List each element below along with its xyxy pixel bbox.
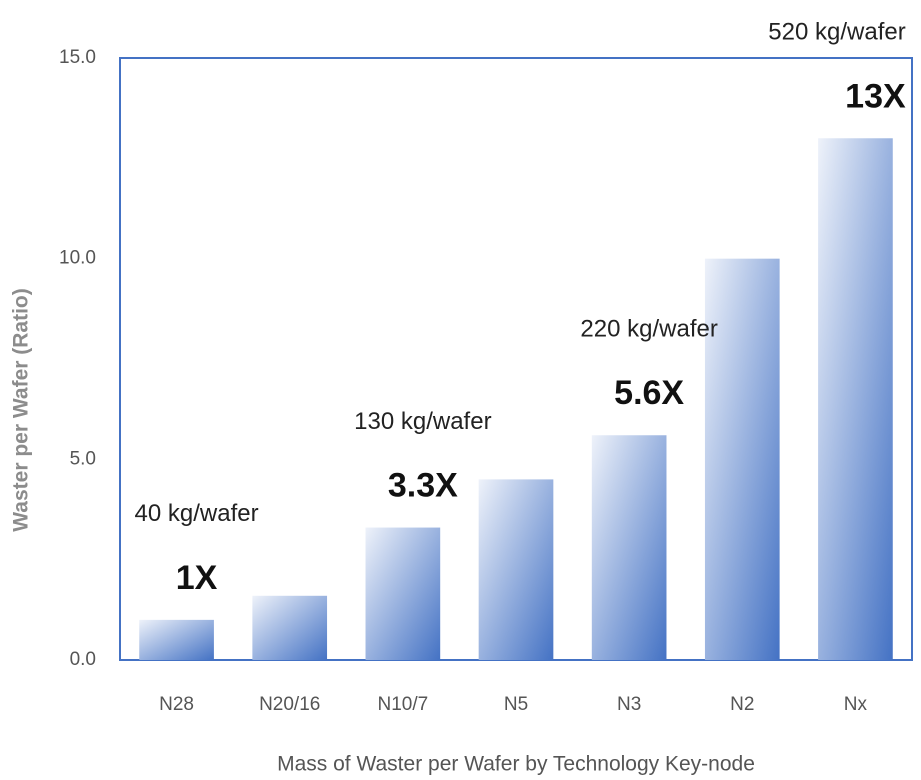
x-axis-label: Mass of Waster per Wafer by Technology K…	[277, 753, 755, 776]
data-label: 13X	[845, 77, 906, 115]
bar	[478, 479, 554, 660]
y-axis-label: Waster per Wafer (Ratio)	[10, 288, 33, 531]
bar	[818, 138, 893, 660]
x-tick-label: Nx	[844, 694, 868, 715]
x-tick-label: N3	[617, 694, 641, 715]
data-label: 3.3X	[388, 467, 458, 505]
bar	[252, 595, 328, 660]
x-tick-label: N5	[504, 694, 528, 715]
bar	[139, 619, 214, 660]
y-tick-label: 15.0	[59, 47, 96, 68]
y-tick-label: 10.0	[59, 248, 96, 269]
annotation: 40 kg/wafer	[135, 500, 259, 527]
annotation: 130 kg/wafer	[354, 408, 491, 435]
annotation: 220 kg/wafer	[580, 316, 717, 343]
y-tick-label: 5.0	[70, 448, 96, 469]
annotation: 520 kg/wafer	[768, 19, 905, 46]
y-tick-label: 0.0	[70, 649, 96, 670]
data-label: 5.6X	[614, 374, 684, 412]
x-tick-label: N2	[730, 694, 754, 715]
bar	[591, 435, 667, 660]
bar	[365, 527, 441, 660]
x-tick-label: N28	[159, 694, 194, 715]
x-tick-label: N10/7	[378, 694, 429, 715]
data-label: 1X	[176, 559, 218, 597]
bar	[704, 258, 780, 660]
x-tick-label: N20/16	[259, 694, 320, 715]
